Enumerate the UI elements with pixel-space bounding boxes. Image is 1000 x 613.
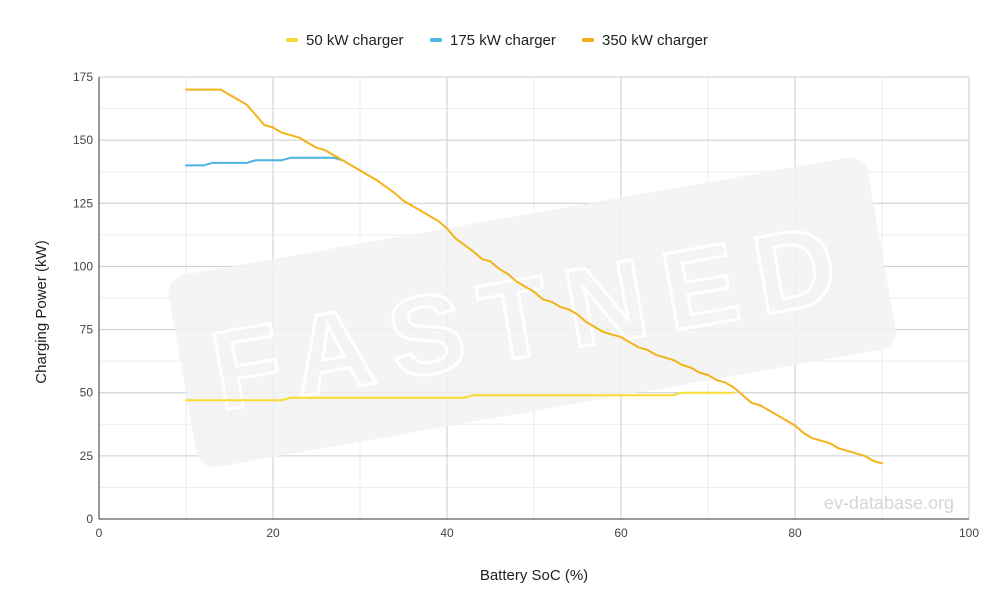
y-tick-label: 175	[73, 70, 93, 84]
x-tick-label: 100	[959, 526, 979, 540]
axes: 0 20 40 60 80 100 0 25 50 75 100 125 150 175	[73, 70, 979, 540]
series-line-50-kw-charger	[185, 391, 736, 402]
x-tick-label: 80	[788, 526, 802, 540]
series-lines	[185, 88, 883, 465]
series-line-175-kw-charger	[185, 156, 344, 167]
y-tick-label: 75	[80, 323, 94, 337]
y-tick-label: 100	[73, 259, 93, 273]
y-tick-label: 125	[73, 196, 93, 210]
credit-watermark: ev-database.org	[824, 493, 954, 513]
legend-label: 175 kW charger	[450, 32, 556, 49]
legend-swatch	[582, 38, 594, 42]
y-axis-title: Charging Power (kW)	[33, 240, 50, 383]
legend-label: 350 kW charger	[602, 32, 708, 49]
legend-label: 50 kW charger	[306, 32, 404, 49]
legend: 50 kW charger 175 kW charger 350 kW charge…	[286, 32, 708, 49]
x-tick-label: 20	[266, 526, 280, 540]
y-tick-label: 50	[80, 386, 94, 400]
y-tick-label: 150	[73, 133, 93, 147]
legend-swatch	[430, 38, 442, 42]
y-tick-label: 25	[80, 449, 94, 463]
x-tick-label: 60	[614, 526, 628, 540]
y-tick-label: 0	[86, 512, 93, 526]
x-tick-label: 0	[96, 526, 103, 540]
watermark-box	[168, 157, 896, 468]
x-axis-title: Battery SoC (%)	[480, 567, 588, 584]
series-line-350-kw-charger	[185, 88, 883, 465]
x-tick-label: 40	[440, 526, 454, 540]
legend-swatch	[286, 38, 298, 42]
